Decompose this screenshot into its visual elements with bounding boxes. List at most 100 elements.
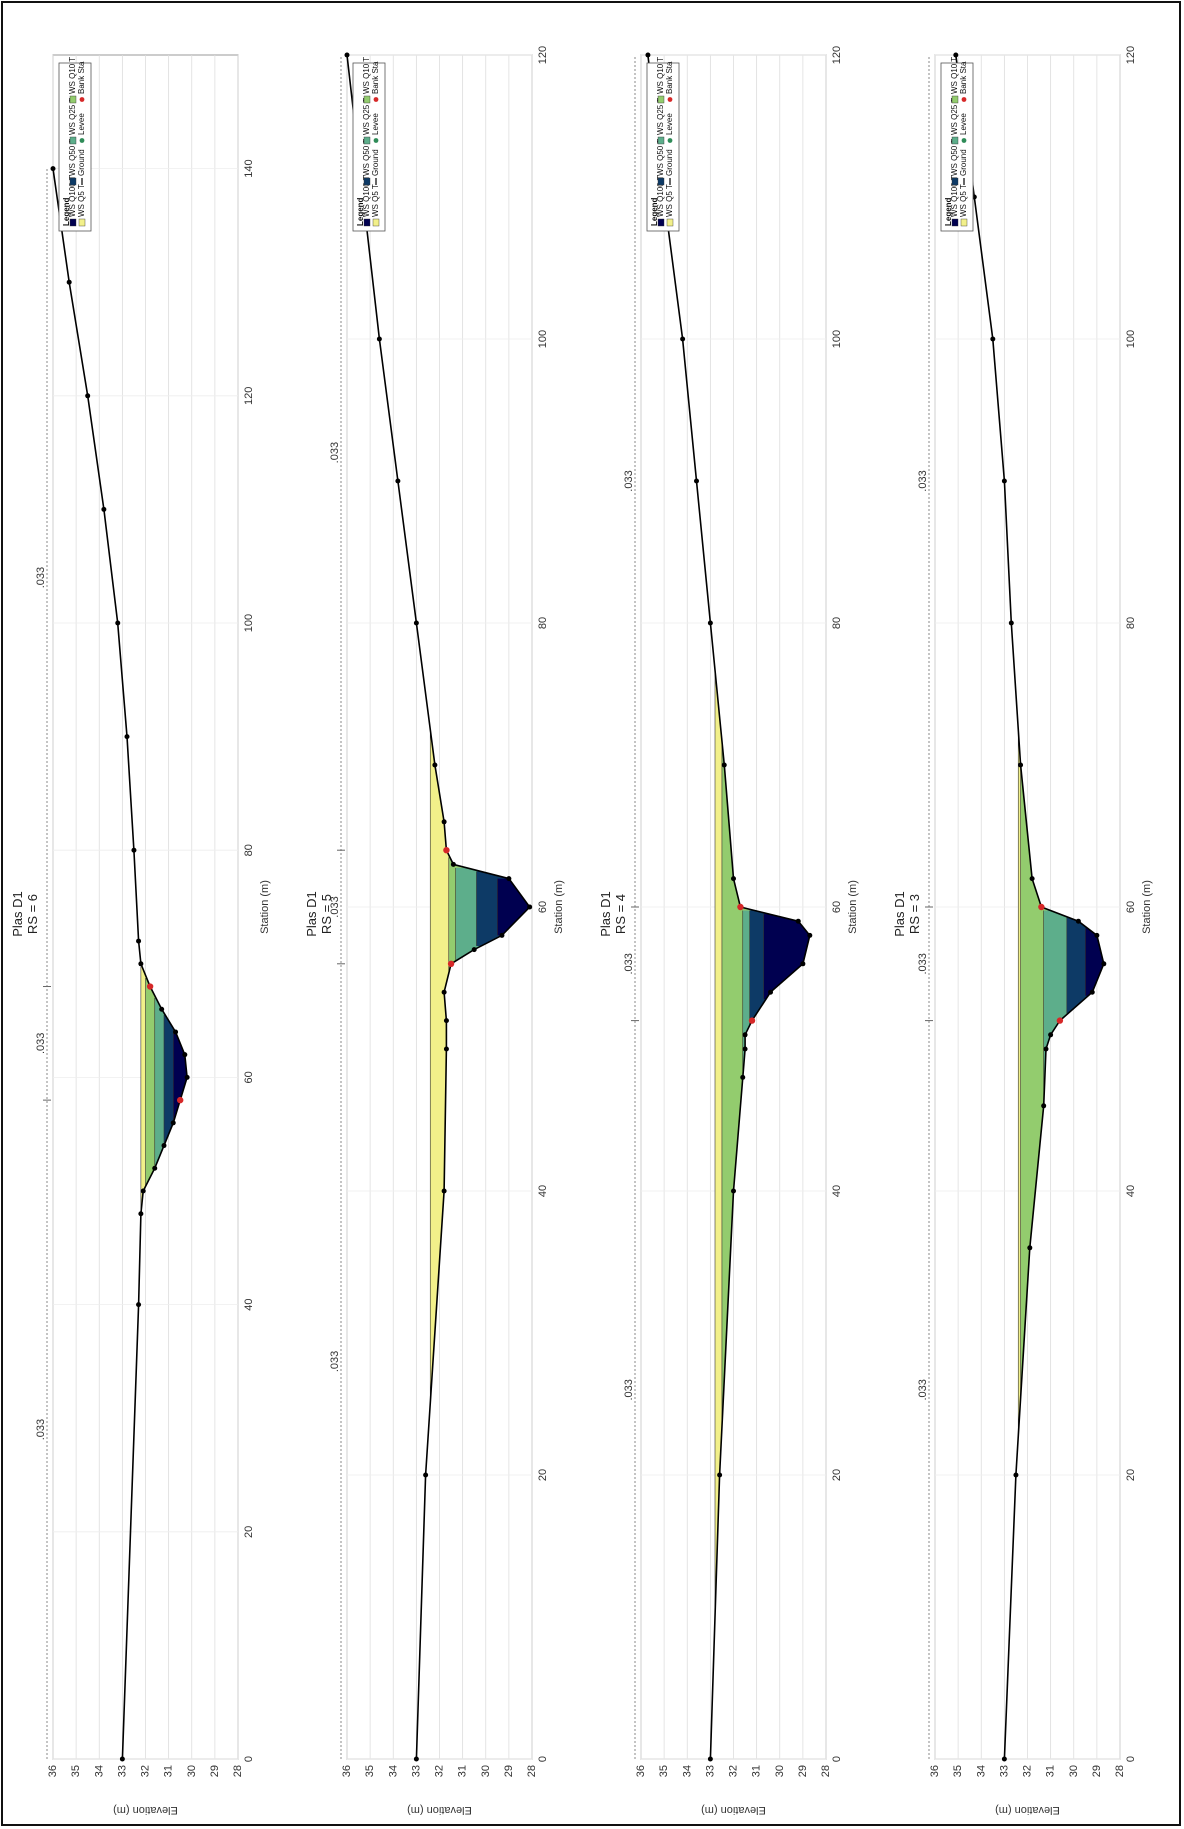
legend-label: Levee <box>665 113 674 135</box>
legend-swatch <box>657 177 665 186</box>
ground-point <box>159 1006 165 1012</box>
x-tick-label: 0 <box>537 1756 549 1762</box>
x-axis-title: Station (m) <box>847 880 859 934</box>
ground-point <box>170 1120 176 1126</box>
legend-label: Levee <box>371 113 380 135</box>
chart-panel-2: Plas D1 RS = 5.033.033.033282930313233343… <box>304 46 565 1816</box>
manning-n-label: .033 <box>623 953 635 974</box>
legend-label: Levee <box>77 113 86 135</box>
y-tick-label: 28 <box>1114 1765 1126 1777</box>
bank-station-point <box>443 847 450 854</box>
ground-point <box>990 336 996 342</box>
legend-swatch <box>363 177 371 186</box>
legend-label: WS Q25 T <box>68 98 77 135</box>
manning-n-label: .033 <box>329 896 341 917</box>
manning-n-label: .033 <box>623 470 635 491</box>
legend-label: WS Q25 T <box>950 98 959 135</box>
legend-swatch <box>69 95 77 104</box>
legend-label: WS Q50 T <box>362 139 371 176</box>
ground-point <box>115 620 121 626</box>
y-tick-label: 31 <box>1045 1765 1057 1777</box>
ground-point <box>807 932 813 938</box>
y-tick-label: 34 <box>681 1765 693 1777</box>
ground-point <box>85 393 91 399</box>
ground-point <box>119 1756 125 1762</box>
legend-label: WS Q100 T <box>362 175 371 217</box>
legend-label: Bank Sta <box>665 61 674 94</box>
legend-label: WS Q50 T <box>68 139 77 176</box>
bank-station-point <box>737 903 744 911</box>
ground-point <box>742 1046 748 1052</box>
x-tick-label: 20 <box>537 1469 549 1481</box>
y-tick-label: 35 <box>70 1765 82 1777</box>
legend-swatch <box>951 218 959 227</box>
legend-label: WS Q10 T <box>950 57 959 94</box>
ground-point <box>707 620 713 626</box>
y-tick-label: 34 <box>93 1765 105 1777</box>
chart-title: Plas D1 <box>10 891 25 937</box>
ground-point <box>742 1032 748 1038</box>
legend-swatch <box>78 218 86 227</box>
legend-swatch <box>373 138 379 143</box>
x-axis-title: Station (m) <box>259 880 271 934</box>
y-tick-label: 32 <box>1022 1765 1034 1777</box>
ground-point <box>173 1029 179 1035</box>
legend-swatch <box>961 97 967 102</box>
ground-point <box>1043 1046 1049 1052</box>
legend-swatch <box>961 138 967 143</box>
y-tick-label: 34 <box>975 1765 987 1777</box>
y-tick-label: 31 <box>751 1765 763 1777</box>
ground-point <box>184 1074 190 1080</box>
legend-label: WS Q10 T <box>68 57 77 94</box>
ground-point <box>344 52 350 58</box>
y-tick-label: 29 <box>503 1765 515 1777</box>
y-tick-label: 36 <box>341 1765 353 1777</box>
x-tick-label: 40 <box>1125 1185 1137 1197</box>
legend-label: WS Q50 T <box>656 139 665 176</box>
ground-point <box>395 478 401 484</box>
bank-station-point <box>1056 1017 1064 1024</box>
legend-label: WS Q100 T <box>68 175 77 217</box>
legend-box <box>646 62 680 232</box>
ground-point <box>136 1302 142 1308</box>
x-tick-label: 40 <box>243 1298 255 1310</box>
x-tick-label: 0 <box>1125 1756 1137 1762</box>
x-tick-label: 80 <box>243 844 255 856</box>
legend-label: WS Q5 T <box>665 184 674 217</box>
ground-point <box>450 861 456 867</box>
x-tick-label: 80 <box>1125 617 1137 629</box>
y-tick-label: 36 <box>929 1765 941 1777</box>
legend-label: WS Q5 T <box>959 184 968 217</box>
legend-swatch <box>79 97 85 102</box>
ground-point <box>499 932 505 938</box>
x-tick-label: 0 <box>831 1756 843 1762</box>
legend-title: Legend <box>356 197 365 226</box>
ground-point <box>441 989 447 995</box>
manning-n-label: .033 <box>35 1033 47 1054</box>
y-axis-title: Elevation (m) <box>113 1804 178 1816</box>
y-tick-label: 30 <box>480 1765 492 1777</box>
ground-point <box>423 1472 429 1478</box>
y-tick-label: 31 <box>457 1765 469 1777</box>
y-tick-label: 32 <box>140 1765 152 1777</box>
ground-point <box>1101 961 1107 967</box>
ground-point <box>731 876 736 882</box>
legend-box <box>58 62 92 232</box>
y-tick-label: 31 <box>163 1765 175 1777</box>
ground-point <box>124 734 130 740</box>
y-tick-label: 29 <box>797 1765 809 1777</box>
legend-swatch <box>372 218 380 227</box>
y-tick-label: 35 <box>952 1765 964 1777</box>
legend-label: Ground <box>665 149 674 176</box>
legend-swatch <box>657 95 665 104</box>
ground-point <box>1041 1103 1047 1109</box>
legend-swatch <box>363 218 371 227</box>
y-axis-title: Elevation (m) <box>407 1804 472 1816</box>
ground-point <box>66 279 72 285</box>
legend-title: Legend <box>944 197 953 226</box>
x-tick-label: 100 <box>243 614 255 632</box>
legend-swatch <box>373 97 379 102</box>
manning-n-label: .033 <box>35 1419 47 1440</box>
